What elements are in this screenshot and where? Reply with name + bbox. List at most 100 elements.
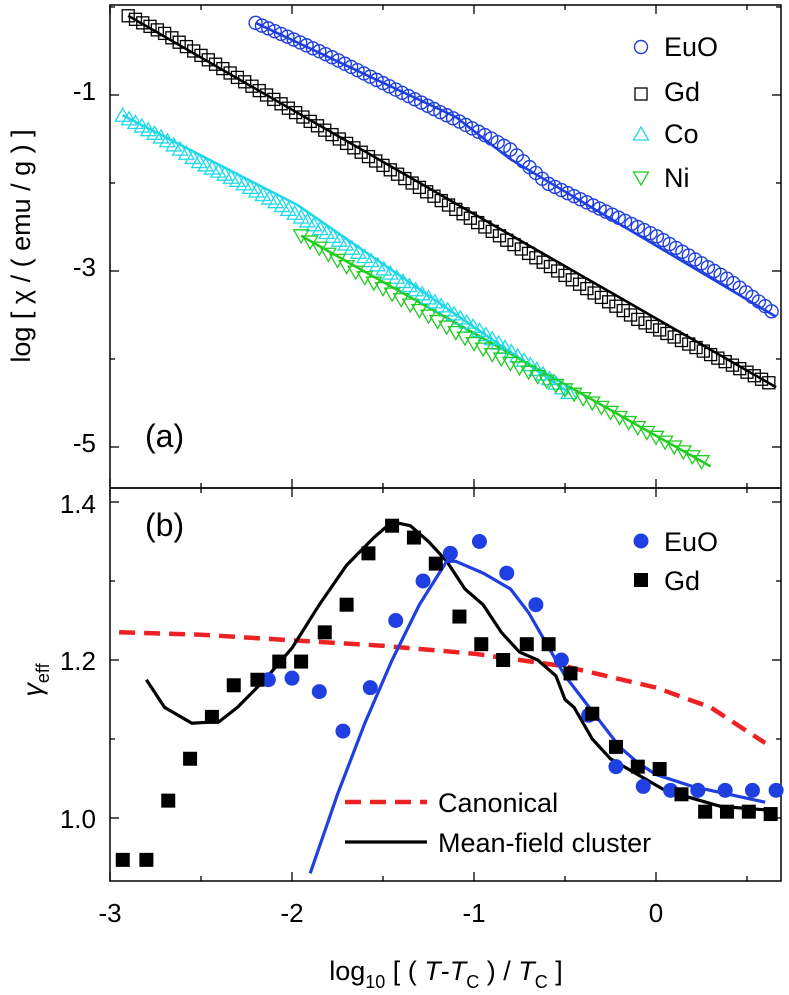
marker-gd [143, 19, 157, 34]
marker-ni [392, 292, 410, 308]
marker-ni [447, 325, 465, 341]
marker-gd-gamma [519, 637, 534, 652]
marker-gd [733, 362, 747, 376]
marker-gd [201, 53, 215, 67]
marker-co [133, 117, 151, 133]
marker-euo [630, 219, 645, 235]
marker-co [279, 201, 297, 217]
marker-gd [296, 110, 310, 124]
marker-ni [483, 347, 501, 363]
marker-gd-gamma [452, 609, 467, 624]
marker-ni [683, 450, 702, 466]
marker-gd [703, 347, 718, 362]
marker-co [394, 273, 412, 289]
marker-gd-gamma [585, 706, 600, 721]
marker-co [305, 216, 323, 232]
marker-gd [310, 119, 325, 133]
marker-euo-gamma [311, 684, 327, 700]
legend-label-euo-gamma: EuO [664, 527, 718, 557]
panel-b-ytick-label: 1.4 [60, 489, 96, 519]
panel-a-ytick-label: -5 [73, 428, 96, 458]
marker-co [419, 289, 438, 305]
panel-a-ylabel: log [ χ / ( emu / g ) ] [6, 129, 36, 362]
marker-gd [187, 44, 201, 58]
marker-gd [318, 123, 332, 137]
marker-gd-gamma [272, 654, 287, 669]
legend-label-mean-field-cluster: Mean-field cluster [438, 828, 651, 858]
marker-gd [412, 180, 427, 195]
marker-co [114, 106, 132, 122]
marker-euo [541, 176, 556, 192]
marker-euo-gamma [553, 652, 569, 668]
marker-euo [547, 179, 563, 195]
marker-co [458, 313, 476, 329]
marker-euo-gamma [362, 680, 378, 696]
marker-gd [718, 354, 732, 369]
marker-co [235, 175, 253, 191]
marker-gd-gamma [563, 666, 578, 681]
marker-co [438, 301, 457, 317]
marker-gd-gamma [115, 852, 130, 867]
panel-b-ticks [109, 488, 781, 881]
marker-ni [601, 405, 620, 421]
marker-gd-gamma [204, 709, 219, 724]
marker-co [120, 110, 138, 126]
marker-co [349, 244, 368, 259]
marker-gd [754, 372, 769, 386]
marker-euo-gamma [415, 573, 431, 589]
marker-gd [427, 189, 441, 203]
marker-co [165, 136, 183, 152]
marker-euo [286, 32, 302, 47]
marker-gd-gamma [361, 546, 376, 561]
marker-gd [558, 268, 572, 283]
marker-co [254, 186, 272, 202]
marker-gd [267, 92, 281, 107]
marker-ni [347, 265, 365, 281]
marker-gd-gamma [161, 793, 176, 808]
marker-co [273, 197, 291, 213]
marker-gd [325, 127, 339, 142]
marker-euo-gamma [744, 782, 760, 798]
marker-gd-gamma [474, 637, 489, 652]
marker-gd-gamma [183, 751, 198, 766]
marker-gd [405, 176, 419, 190]
marker-co [317, 224, 336, 240]
marker-co [432, 297, 450, 313]
marker-gd [354, 145, 368, 159]
panel-b: 1.0 1.2 1.4 -3 -2 -1 0 γeff log10 [ ( T-… [18, 487, 784, 992]
marker-co [483, 330, 501, 346]
marker-gd [660, 326, 674, 341]
marker-ni [583, 396, 601, 412]
marker-gd [179, 39, 194, 54]
marker-euo [248, 15, 263, 31]
marker-co [152, 128, 170, 144]
marker-ni [519, 365, 538, 381]
marker-gd [420, 185, 434, 199]
marker-gd [274, 97, 288, 111]
marker-ni [610, 410, 629, 426]
marker-gd-gamma [406, 530, 421, 545]
marker-ni [356, 270, 374, 286]
marker-gd-gamma [741, 804, 756, 819]
marker-gd [230, 70, 245, 85]
panel-b-legend: EuO Gd Canonical Mean-field cluster [345, 527, 718, 858]
marker-euo [611, 210, 626, 225]
marker-euo [617, 213, 633, 229]
marker-co [337, 235, 355, 251]
marker-euo [267, 23, 282, 39]
marker-gd [150, 23, 164, 37]
marker-co [266, 193, 285, 209]
marker-gd-gamma [226, 678, 241, 693]
marker-euo-gamma [284, 670, 300, 686]
marker-gd [194, 48, 208, 63]
marker-gd-gamma [339, 597, 354, 612]
marker-ni [501, 356, 520, 372]
marker-co [247, 182, 266, 198]
marker-euo [592, 201, 607, 216]
marker-euo [636, 222, 652, 238]
marker-gd-gamma [385, 518, 400, 533]
marker-ni [638, 425, 656, 441]
marker-ni [574, 391, 592, 407]
marker-euo-gamma [388, 613, 404, 628]
marker-ni [556, 383, 574, 399]
